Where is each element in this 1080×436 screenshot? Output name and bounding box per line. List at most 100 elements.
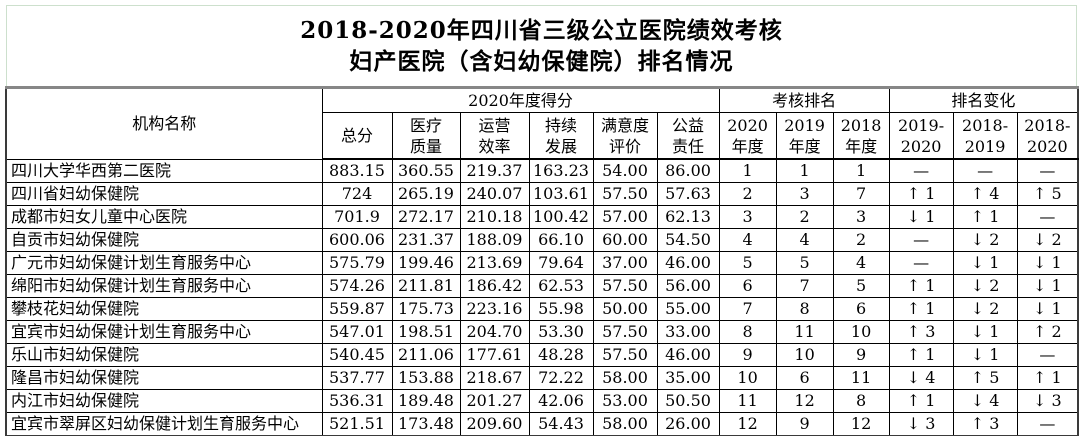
value-cell: 4 — [775, 228, 834, 252]
value-cell: — — [888, 228, 954, 252]
value-cell: 9 — [718, 343, 777, 367]
value-cell: 12 — [718, 412, 777, 436]
value-cell: ↑ 5 — [952, 366, 1018, 390]
table-row: 乐山市妇幼保健院 540.45 211.06 177.61 48.28 57.50 46.0… — [5, 343, 1079, 367]
table-row: 宜宾市妇幼保健计划生育服务中心 547.01 198.51 204.70 53.30 57… — [5, 320, 1079, 344]
value-cell: ↓ 2 — [952, 297, 1018, 321]
value-cell: 8 — [718, 320, 777, 344]
value-cell: ↑ 1 — [888, 389, 954, 413]
value-cell: 57.50 — [592, 182, 658, 206]
value-cell: 33.00 — [656, 320, 720, 344]
value-cell: 1 — [775, 158, 834, 183]
value-cell: 6 — [832, 297, 890, 321]
value-cell: 53.00 — [592, 389, 658, 413]
value-cell: 177.61 — [459, 343, 530, 367]
value-cell: 219.37 — [459, 158, 530, 183]
value-cell: 204.70 — [459, 320, 530, 344]
value-cell: 10 — [775, 343, 834, 367]
value-cell: 58.00 — [592, 412, 658, 436]
value-cell: 86.00 — [656, 158, 720, 183]
value-cell: 6 — [718, 274, 777, 298]
value-cell: ↓ 3 — [1016, 389, 1079, 413]
value-cell: 5 — [775, 251, 834, 275]
col-header-change-2018-2019: 2018- 2019 — [952, 112, 1018, 160]
value-cell: 35.00 — [656, 366, 720, 390]
value-cell: ↑ 2 — [1016, 320, 1079, 344]
table-row: 攀枝花妇幼保健院 559.87 175.73 223.16 55.98 50.00 55.0… — [5, 297, 1079, 321]
value-cell: ↑ 3 — [952, 412, 1018, 436]
value-cell: 163.23 — [528, 158, 594, 183]
page-title-line-2: 妇产医院（含妇幼保健院）排名情况 — [349, 48, 734, 75]
col-header-change-2019-2020: 2019- 2020 — [888, 112, 954, 160]
org-name-cell: 宜宾市妇幼保健计划生育服务中心 — [5, 320, 323, 344]
value-cell: 559.87 — [321, 297, 393, 321]
value-cell: ↑ 1 — [888, 297, 954, 321]
value-cell: ↓ 2 — [1016, 228, 1079, 252]
value-cell: 3 — [832, 205, 890, 229]
value-cell: 58.00 — [592, 366, 658, 390]
value-cell: ↑ 1 — [888, 274, 954, 298]
value-cell: 57.50 — [592, 274, 658, 298]
table-row: 隆昌市妇幼保健院 537.77 153.88 218.67 72.22 58.00 35.0… — [5, 366, 1079, 390]
value-cell: 540.45 — [321, 343, 393, 367]
group-header-assessment-rank: 考核排名 — [718, 87, 890, 113]
col-header-rank-2020: 2020 年度 — [718, 112, 777, 160]
value-cell: 231.37 — [391, 228, 461, 252]
value-cell: 210.18 — [459, 205, 530, 229]
value-cell: ↓ 1 — [952, 251, 1018, 275]
table-row: 宜宾市翠屏区妇幼保健计划生育服务中心 521.51 173.48 209.60 54.4… — [5, 412, 1079, 436]
org-name-cell: 攀枝花妇幼保健院 — [5, 297, 323, 321]
value-cell: — — [888, 158, 954, 183]
org-name-cell: 乐山市妇幼保健院 — [5, 343, 323, 367]
value-cell: 186.42 — [459, 274, 530, 298]
value-cell: 57.63 — [656, 182, 720, 206]
value-cell: 240.07 — [459, 182, 530, 206]
value-cell: 50.00 — [592, 297, 658, 321]
value-cell: 5 — [718, 251, 777, 275]
value-cell: ↑ 1 — [888, 343, 954, 367]
value-cell: 42.06 — [528, 389, 594, 413]
value-cell: ↓ 1 — [952, 320, 1018, 344]
value-cell: 54.43 — [528, 412, 594, 436]
value-cell: 223.16 — [459, 297, 530, 321]
value-cell: 2 — [832, 228, 890, 252]
value-cell: — — [1016, 343, 1079, 367]
value-cell: 724 — [321, 182, 393, 206]
value-cell: 218.67 — [459, 366, 530, 390]
value-cell: 100.42 — [528, 205, 594, 229]
table-row: 自贡市妇幼保健院 600.06 231.37 188.09 66.10 60.00 54.5… — [5, 228, 1079, 252]
value-cell: 62.13 — [656, 205, 720, 229]
value-cell: 54.50 — [656, 228, 720, 252]
value-cell: 199.46 — [391, 251, 461, 275]
value-cell: 50.50 — [656, 389, 720, 413]
value-cell: ↑ 5 — [1016, 182, 1079, 206]
org-name-cell: 四川大学华西第二医院 — [5, 158, 323, 183]
col-header-org-name: 机构名称 — [5, 87, 323, 160]
value-cell: 8 — [775, 297, 834, 321]
value-cell: 211.06 — [391, 343, 461, 367]
org-name-cell: 广元市妇幼保健计划生育服务中心 — [5, 251, 323, 275]
table-row: 四川大学华西第二医院 883.15 360.55 219.37 163.23 54.00 8… — [5, 158, 1079, 183]
value-cell: 209.60 — [459, 412, 530, 436]
value-cell: 79.64 — [528, 251, 594, 275]
org-name-cell: 自贡市妇幼保健院 — [5, 228, 323, 252]
org-name-cell: 隆昌市妇幼保健院 — [5, 366, 323, 390]
value-cell: ↑ 1 — [1016, 366, 1079, 390]
value-cell: 4 — [718, 228, 777, 252]
org-name-cell: 宜宾市翠屏区妇幼保健计划生育服务中心 — [5, 412, 323, 436]
value-cell: ↓ 1 — [952, 343, 1018, 367]
value-cell: ↓ 1 — [1016, 274, 1079, 298]
value-cell: 5 — [832, 274, 890, 298]
value-cell: — — [888, 251, 954, 275]
value-cell: 55.00 — [656, 297, 720, 321]
value-cell: 54.00 — [592, 158, 658, 183]
value-cell: 55.98 — [528, 297, 594, 321]
value-cell: 60.00 — [592, 228, 658, 252]
org-name-cell: 绵阳市妇幼保健计划生育服务中心 — [5, 274, 323, 298]
value-cell: ↓ 2 — [952, 274, 1018, 298]
value-cell: 360.55 — [391, 158, 461, 183]
value-cell: 56.00 — [656, 274, 720, 298]
value-cell: 173.48 — [391, 412, 461, 436]
value-cell: 11 — [775, 320, 834, 344]
